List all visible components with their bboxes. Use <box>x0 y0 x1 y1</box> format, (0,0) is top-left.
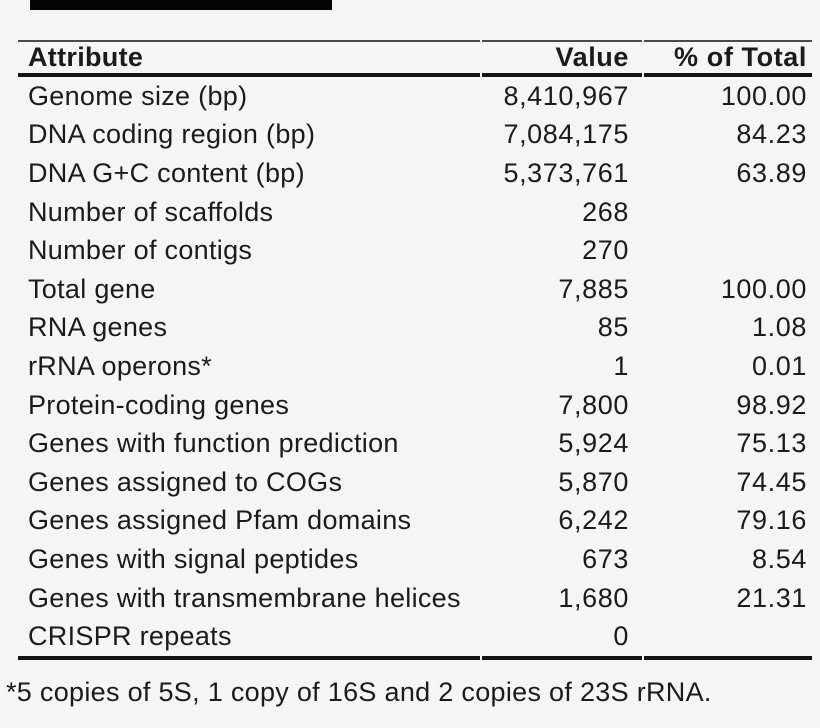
attribute-cell: Genes with transmembrane helices <box>28 582 461 613</box>
rule-segment <box>482 655 642 660</box>
table-row: Protein-coding genes 7,800 98.92 <box>18 386 812 425</box>
table-row: Total gene 7,885 100.00 <box>18 270 812 309</box>
table-row: DNA G+C content (bp) 5,373,761 63.89 <box>18 154 812 193</box>
table-footnote: *5 copies of 5S, 1 copy of 16S and 2 cop… <box>6 677 712 707</box>
percent-cell: 100.00 <box>720 273 807 304</box>
attribute-cell: Number of scaffolds <box>28 196 274 227</box>
attribute-cell: Total gene <box>28 273 156 304</box>
percent-cell: 100.00 <box>720 80 807 111</box>
value-cell: 6,242 <box>558 505 629 536</box>
percent-cell: 63.89 <box>736 157 807 188</box>
value-cell: 268 <box>582 196 629 227</box>
table-row: Genes with signal peptides 673 8.54 <box>18 540 812 579</box>
value-cell: 1,680 <box>558 582 629 613</box>
attribute-cell: Number of contigs <box>28 235 253 266</box>
percent-cell: 98.92 <box>736 389 807 420</box>
value-cell: 7,084,175 <box>503 119 629 150</box>
table-row: RNA genes 85 1.08 <box>18 309 812 348</box>
table-row: Genes with function prediction 5,924 75.… <box>18 424 812 463</box>
table-row: CRISPR repeats 0 <box>18 617 812 656</box>
attribute-cell: RNA genes <box>28 312 168 343</box>
table-row: rRNA operons* 1 0.01 <box>18 347 812 386</box>
table-row: DNA coding region (bp) 7,084,175 84.23 <box>18 116 812 155</box>
percent-cell: 75.13 <box>736 428 807 459</box>
table-row: Number of contigs 270 <box>18 231 812 270</box>
percent-cell: 74.45 <box>736 466 807 497</box>
attribute-cell: CRISPR repeats <box>28 621 232 652</box>
table-bottom-rule <box>18 655 812 660</box>
attribute-cell: DNA coding region (bp) <box>28 119 316 150</box>
rule-segment <box>18 655 480 660</box>
value-cell: 5,373,761 <box>503 157 629 188</box>
rule-segment <box>644 655 812 660</box>
attribute-cell: Genes assigned to COGs <box>28 466 343 497</box>
value-cell: 1 <box>613 350 629 381</box>
attribute-cell: Genes with signal peptides <box>28 543 359 574</box>
image-crop-artifact-bar <box>30 0 332 10</box>
value-cell: 8,410,967 <box>503 80 629 111</box>
value-cell: 5,870 <box>558 466 629 497</box>
attribute-cell: Genome size (bp) <box>28 80 248 111</box>
attribute-cell: DNA G+C content (bp) <box>28 157 305 188</box>
table-row: Genome size (bp) 8,410,967 100.00 <box>18 77 812 116</box>
attribute-cell: Protein-coding genes <box>28 389 290 420</box>
table-row: Genes assigned to COGs 5,870 74.45 <box>18 463 812 502</box>
percent-cell: 0.01 <box>752 350 807 381</box>
value-cell: 0 <box>613 621 629 652</box>
percent-cell: 84.23 <box>736 119 807 150</box>
table-header-row: Attribute Value % of Total <box>18 40 812 77</box>
header-percent-of-total: % of Total <box>644 40 812 77</box>
attribute-cell: Genes assigned Pfam domains <box>28 505 412 536</box>
header-value: Value <box>482 40 642 77</box>
percent-cell: 8.54 <box>752 543 807 574</box>
value-cell: 7,885 <box>558 273 629 304</box>
header-attribute: Attribute <box>18 40 480 77</box>
value-cell: 7,800 <box>558 389 629 420</box>
percent-cell <box>644 193 812 232</box>
percent-cell: 1.08 <box>752 312 807 343</box>
attribute-cell: rRNA operons* <box>28 350 212 381</box>
table-row: Number of scaffolds 268 <box>18 193 812 232</box>
value-cell: 85 <box>597 312 629 343</box>
table-row: Genes assigned Pfam domains 6,242 79.16 <box>18 502 812 541</box>
table-row: Genes with transmembrane helices 1,680 2… <box>18 579 812 618</box>
genome-statistics-table: Attribute Value % of Total Genome size (… <box>18 40 812 660</box>
value-cell: 270 <box>582 235 629 266</box>
percent-cell: 79.16 <box>736 505 807 536</box>
percent-cell <box>644 617 812 656</box>
percent-cell: 21.31 <box>736 582 807 613</box>
attribute-cell: Genes with function prediction <box>28 428 399 459</box>
percent-cell <box>644 231 812 270</box>
value-cell: 5,924 <box>558 428 629 459</box>
value-cell: 673 <box>582 543 629 574</box>
